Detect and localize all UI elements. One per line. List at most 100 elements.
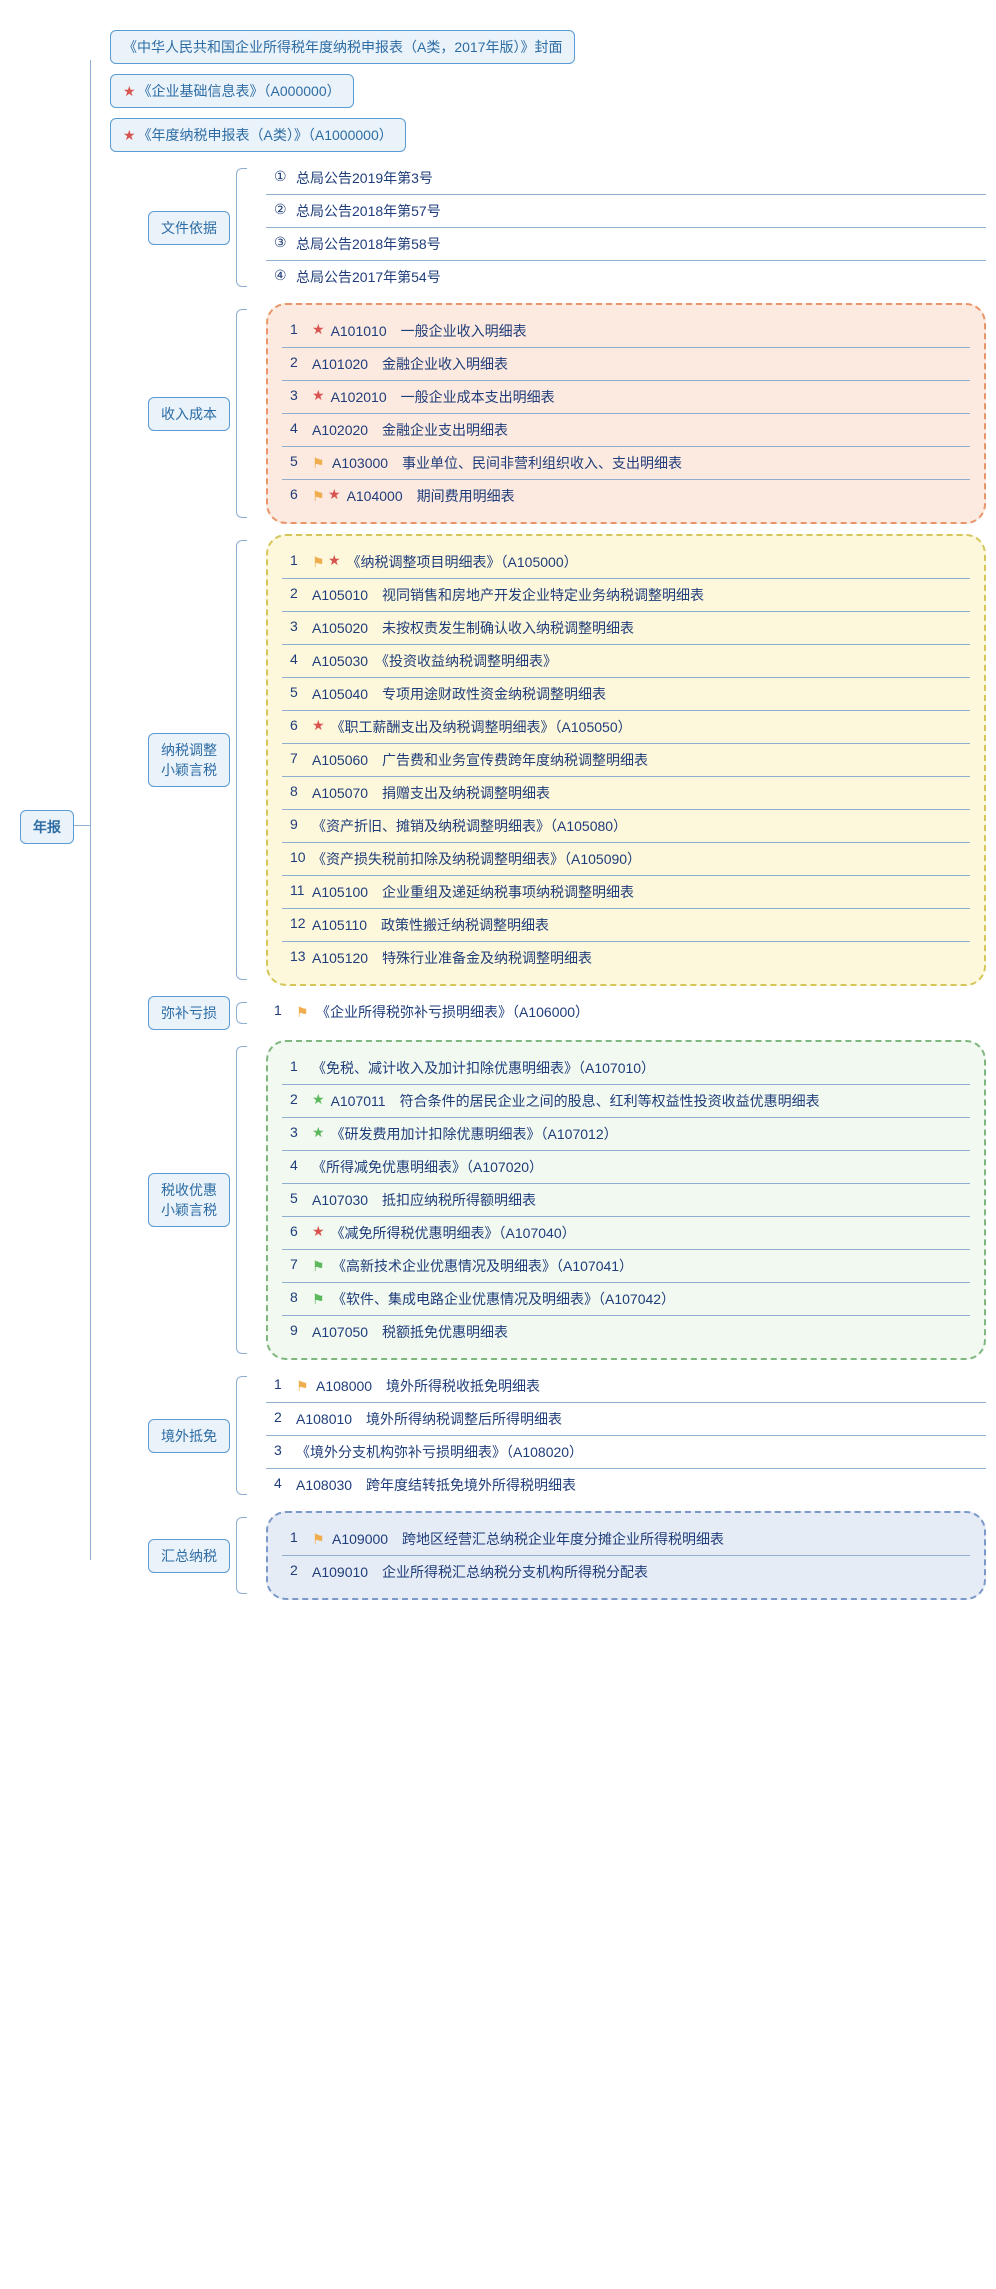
list-item[interactable]: 5A105040 专项用途财政性资金纳税调整明细表 [282,678,970,711]
top-item[interactable]: 《中华人民共和国企业所得税年度纳税申报表（A类，2017年版）》封面 [110,30,986,64]
list-item[interactable]: 4A102020 金融企业支出明细表 [282,414,970,447]
list-item[interactable]: 2A101020 金融企业收入明细表 [282,348,970,381]
list-item[interactable]: 1★《纳税调整项目明细表》（A105000） [282,546,970,579]
item-list: 1A109000 跨地区经营汇总纳税企业年度分摊企业所得税明细表2A109010… [266,1511,986,1600]
item-number: 5 [290,453,312,469]
bracket-connector [230,1040,246,1360]
list-item[interactable]: 8A105070 捐赠支出及纳税调整明细表 [282,777,970,810]
list-item[interactable]: 5A103000 事业单位、民间非营利组织收入、支出明细表 [282,447,970,480]
list-item[interactable]: 1A108000 境外所得税收抵免明细表 [266,1370,986,1403]
item-text: A105120 特殊行业准备金及纳税调整明细表 [312,948,962,968]
item-number: 5 [290,1190,312,1206]
item-number: ④ [274,267,296,284]
item-text: 《软件、集成电路企业优惠情况及明细表》（A107042） [332,1289,962,1309]
list-item[interactable]: 11A105100 企业重组及递延纳税事项纳税调整明细表 [282,876,970,909]
star-red-icon: ★ [328,552,341,569]
section-label-wrap: 文件依据 [110,162,230,293]
list-item[interactable]: 3★《研发费用加计扣除优惠明细表》（A107012） [282,1118,970,1151]
item-number: 7 [290,1256,312,1272]
list-item[interactable]: 7《高新技术企业优惠情况及明细表》（A107041） [282,1250,970,1283]
item-text: A105040 专项用途财政性资金纳税调整明细表 [312,684,962,704]
section-label-wrap: 弥补亏损 [110,996,230,1030]
section-label[interactable]: 汇总纳税 [148,1539,230,1573]
item-text: A105070 捐赠支出及纳税调整明细表 [312,783,962,803]
list-item[interactable]: 3A105020 未按权责发生制确认收入纳税调整明细表 [282,612,970,645]
item-number: 2 [290,585,312,601]
list-item[interactable]: 2A108010 境外所得纳税调整后所得明细表 [266,1403,986,1436]
top-item-box: ★《年度纳税申报表（A类）》（A1000000） [110,118,406,152]
list-item[interactable]: 13A105120 特殊行业准备金及纳税调整明细表 [282,942,970,974]
list-item[interactable]: 6★《职工薪酬支出及纳税调整明细表》（A105050） [282,711,970,744]
item-number: 1 [274,1002,296,1018]
item-number: 4 [290,651,312,667]
mindmap-tree: 年报 《中华人民共和国企业所得税年度纳税申报表（A类，2017年版）》封面★《企… [10,30,986,1600]
item-number: 4 [290,420,312,436]
list-item[interactable]: 2A109010 企业所得税汇总纳税分支机构所得税分配表 [282,1556,970,1588]
section-label[interactable]: 收入成本 [148,397,230,431]
item-text: 《所得减免优惠明细表》（A107020） [312,1157,962,1177]
item-icons [312,453,328,469]
star-green-icon: ★ [312,1124,325,1141]
item-text: A107011 符合条件的居民企业之间的股息、红利等权益性投资收益优惠明细表 [331,1091,962,1111]
flag-orange-icon [312,1531,326,1545]
list-item[interactable]: ②总局公告2018年第57号 [266,195,986,228]
list-item[interactable]: 8《软件、集成电路企业优惠情况及明细表》（A107042） [282,1283,970,1316]
section-label-wrap: 税收优惠 小颖言税 [110,1040,230,1360]
list-item[interactable]: 1A109000 跨地区经营汇总纳税企业年度分摊企业所得税明细表 [282,1523,970,1556]
item-number: 5 [290,684,312,700]
item-text: A105010 视同销售和房地产开发企业特定业务纳税调整明细表 [312,585,962,605]
item-number: 2 [290,1091,312,1107]
top-item-label: 《企业基础信息表》（A000000） [138,83,341,99]
list-item[interactable]: 4A105030 《投资收益纳税调整明细表》 [282,645,970,678]
item-icons [312,1529,328,1545]
list-item[interactable]: 7A105060 广告费和业务宣传费跨年度纳税调整明细表 [282,744,970,777]
top-item[interactable]: ★《年度纳税申报表（A类）》（A1000000） [110,118,986,152]
list-item[interactable]: 5A107030 抵扣应纳税所得额明细表 [282,1184,970,1217]
section-content: 1 《企业所得税弥补亏损明细表》（A106000） [266,996,986,1030]
list-item[interactable]: 12A105110 政策性搬迁纳税调整明细表 [282,909,970,942]
list-item[interactable]: 9A107050 税额抵免优惠明细表 [282,1316,970,1348]
list-item[interactable]: 2★A107011 符合条件的居民企业之间的股息、红利等权益性投资收益优惠明细表 [282,1085,970,1118]
list-item[interactable]: 10《资产损失税前扣除及纳税调整明细表》（A105090） [282,843,970,876]
list-item[interactable]: 9《资产折旧、摊销及纳税调整明细表》（A105080） [282,810,970,843]
sections-container: 文件依据 ①总局公告2019年第3号②总局公告2018年第57号③总局公告2018… [110,162,986,1600]
list-item[interactable]: 3《境外分支机构弥补亏损明细表》（A108020） [266,1436,986,1469]
item-text: A105100 企业重组及递延纳税事项纳税调整明细表 [312,882,962,902]
list-item[interactable]: ③总局公告2018年第58号 [266,228,986,261]
list-item[interactable]: 6★《减免所得税优惠明细表》（A107040） [282,1217,970,1250]
item-text: A107050 税额抵免优惠明细表 [312,1322,962,1342]
root-node[interactable]: 年报 [20,810,74,844]
item-icons: ★ [312,1091,327,1108]
list-item[interactable]: 1★A101010 一般企业收入明细表 [282,315,970,348]
item-text: 总局公告2018年第58号 [296,234,978,254]
section-label[interactable]: 纳税调整 小颖言税 [148,733,230,787]
item-number: 4 [290,1157,312,1173]
top-item[interactable]: ★《企业基础信息表》（A000000） [110,74,986,108]
list-item[interactable]: 6★A104000 期间费用明细表 [282,480,970,512]
section-preferential: 税收优惠 小颖言税1《免税、减计收入及加计扣除优惠明细表》（A107010）2★… [110,1040,986,1360]
item-text: A108010 境外所得纳税调整后所得明细表 [296,1409,978,1429]
list-item[interactable]: 2A105010 视同销售和房地产开发企业特定业务纳税调整明细表 [282,579,970,612]
section-label-wrap: 收入成本 [110,303,230,524]
section-content: 1★《纳税调整项目明细表》（A105000）2A105010 视同销售和房地产开… [266,534,986,986]
list-item[interactable]: ④总局公告2017年第54号 [266,261,986,293]
list-item[interactable]: 1 《企业所得税弥补亏损明细表》（A106000） [266,996,986,1028]
list-item[interactable]: 4《所得减免优惠明细表》（A107020） [282,1151,970,1184]
section-consolidated: 汇总纳税 1A109000 跨地区经营汇总纳税企业年度分摊企业所得税明细表2A10… [110,1511,986,1600]
section-label[interactable]: 境外抵免 [148,1419,230,1453]
list-item[interactable]: 3★A102010 一般企业成本支出明细表 [282,381,970,414]
star-red-icon: ★ [312,717,325,734]
flag-green-icon [312,1291,326,1305]
top-item-box: ★《企业基础信息表》（A000000） [110,74,354,108]
level1-container: 《中华人民共和国企业所得税年度纳税申报表（A类，2017年版）》封面★《企业基础… [110,30,986,1600]
item-text: 《企业所得税弥补亏损明细表》（A106000） [316,1002,978,1022]
section-label[interactable]: 税收优惠 小颖言税 [148,1173,230,1227]
item-list: ①总局公告2019年第3号②总局公告2018年第57号③总局公告2018年第58… [266,162,986,293]
section-income: 收入成本 1★A101010 一般企业收入明细表2A101020 金融企业收入明细… [110,303,986,524]
list-item[interactable]: 1《免税、减计收入及加计扣除优惠明细表》（A107010） [282,1052,970,1085]
section-label[interactable]: 弥补亏损 [148,996,230,1030]
item-number: 3 [290,1124,312,1140]
list-item[interactable]: 4A108030 跨年度结转抵免境外所得税明细表 [266,1469,986,1501]
section-label[interactable]: 文件依据 [148,211,230,245]
list-item[interactable]: ①总局公告2019年第3号 [266,162,986,195]
